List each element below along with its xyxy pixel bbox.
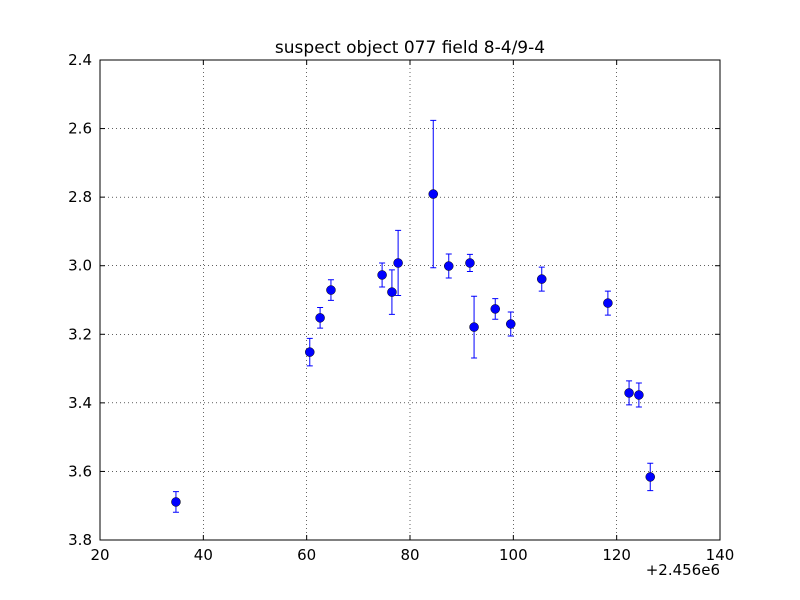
- data-point: [603, 298, 613, 308]
- x-tick-label: 120: [602, 546, 631, 564]
- data-point: [305, 347, 315, 357]
- x-tick-label: 80: [400, 546, 419, 564]
- y-tick-label: 3.8: [68, 531, 92, 549]
- data-point: [315, 313, 325, 323]
- y-tick-label: 2.8: [68, 188, 92, 206]
- chart-title: suspect object 077 field 8-4/9-4: [275, 38, 545, 58]
- data-point: [506, 319, 516, 329]
- data-point: [465, 258, 475, 268]
- x-tick-label: 100: [499, 546, 528, 564]
- y-tick-label: 2.4: [68, 51, 92, 69]
- y-tick-label: 2.6: [68, 120, 92, 138]
- y-tick-label: 3.0: [68, 257, 92, 275]
- x-tick-label: 60: [297, 546, 316, 564]
- data-point: [444, 261, 454, 271]
- x-tick-label: 20: [90, 546, 109, 564]
- y-tick-label: 3.6: [68, 462, 92, 480]
- data-point: [393, 258, 403, 268]
- x-offset-label: +2.456e6: [646, 561, 720, 579]
- plot-frame: [99, 59, 721, 541]
- data-point: [326, 285, 336, 295]
- data-point: [490, 304, 500, 314]
- x-tick-label: 140: [706, 546, 735, 564]
- data-point: [645, 472, 655, 482]
- y-tick-label: 3.2: [68, 325, 92, 343]
- x-tick-label: 40: [194, 546, 213, 564]
- data-point: [377, 270, 387, 280]
- data-point: [171, 497, 181, 507]
- y-tick-label: 3.4: [68, 394, 92, 412]
- data-point: [428, 189, 438, 199]
- data-point: [537, 274, 547, 284]
- data-point: [634, 390, 644, 400]
- data-point: [469, 322, 479, 332]
- data-point: [624, 388, 634, 398]
- data-point: [387, 287, 397, 297]
